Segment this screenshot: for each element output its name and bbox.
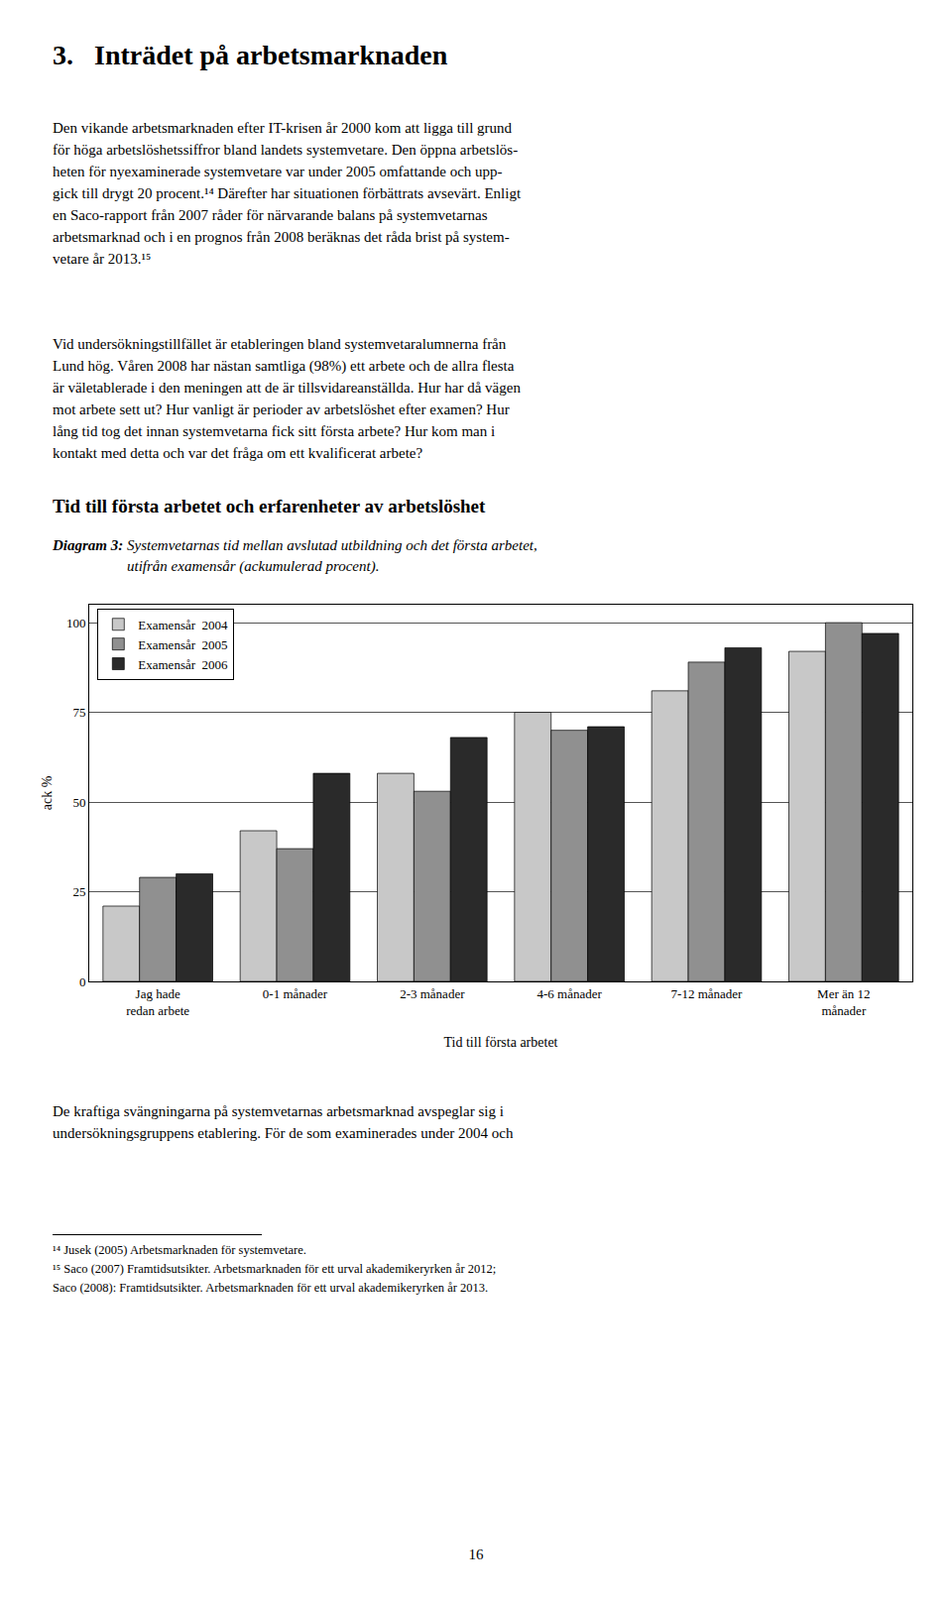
svg-text:50: 50	[72, 795, 86, 811]
html-text:Den vikande arbetsmarknaden ef: Den vikande arbetsmarknaden efter IT-kri…	[52, 119, 512, 136]
html-text:¹⁴ Jusek (2005) Arbetsmarknade: ¹⁴ Jusek (2005) Arbetsmarknaden för syst…	[52, 1243, 307, 1258]
html-text:vetare år 2013.¹⁵: vetare år 2013.¹⁵	[52, 250, 152, 267]
html-text:för höga arbetslöshetssiffror: för höga arbetslöshetssiffror bland land…	[52, 141, 518, 158]
svg-text:Tid till första arbetet: Tid till första arbetet	[444, 1035, 559, 1051]
svg-text:2-3 månader: 2-3 månader	[399, 986, 466, 1002]
html-text:gick till drygt 20 procent.¹⁴: gick till drygt 20 procent.¹⁴ Därefter h…	[52, 185, 521, 202]
svg-text:100: 100	[66, 615, 87, 631]
svg-text:Mer än 12månader: Mer än 12månader	[817, 986, 870, 1019]
html-text:3. Inträdet på arbetsmarknaden: 3. Inträdet på arbetsmarknaden	[52, 39, 448, 71]
html-text:lång tid tog det innan systemv: lång tid tog det innan systemvetarna fic…	[52, 423, 495, 440]
html-text:utifrån examensår (ackumulerad: utifrån examensår (ackumulerad procent).	[126, 558, 380, 575]
html-text:undersökningsgruppens etableri: undersökningsgruppens etablering. För de…	[52, 1125, 514, 1142]
html-text:en Saco-rapport från 2007 råde: en Saco-rapport från 2007 råder för närv…	[52, 207, 488, 224]
html-text:kontakt med detta och var det: kontakt med detta och var det fråga om e…	[52, 445, 423, 462]
svg-text:0-1 månader: 0-1 månader	[262, 986, 329, 1002]
svg-text:0: 0	[79, 974, 87, 990]
svg-text:7-12 månader: 7-12 månader	[671, 986, 744, 1002]
html-text:Diagram 3: Systemvetarnas tid: Diagram 3: Systemvetarnas tid mellan avs…	[52, 537, 538, 554]
html-text:Lund hög. Våren 2008 har nästa: Lund hög. Våren 2008 har nästan samtliga…	[52, 357, 515, 374]
html-text:De kraftiga svängningarna på s: De kraftiga svängningarna på systemvetar…	[52, 1103, 504, 1120]
svg-text:75: 75	[72, 705, 86, 720]
svg-text:25: 25	[72, 884, 86, 900]
html-text:arbetsmarknad och i en prognos: arbetsmarknad och i en prognos från 2008…	[52, 229, 510, 245]
html-text:är väletablerade i den meninge: är väletablerade i den meningen att de ä…	[52, 379, 521, 396]
html-text:16: 16	[468, 1547, 484, 1563]
html-text:mot arbete sett ut? Hur vanlig: mot arbete sett ut? Hur vanligt är perio…	[52, 401, 510, 418]
svg-text:4-6 månader: 4-6 månader	[536, 986, 602, 1002]
svg-text:Examensår 2005: Examensår 2005	[137, 637, 228, 653]
svg-text:Jag haderedan arbete: Jag haderedan arbete	[125, 986, 190, 1019]
html-text:¹⁵ Saco (2007) Framtidsutsikte: ¹⁵ Saco (2007) Framtidsutsikter. Arbetsm…	[52, 1262, 497, 1277]
svg-text:Examensår 2004: Examensår 2004	[137, 617, 229, 633]
html-text:Tid till första arbetet och er: Tid till första arbetet och erfarenheter…	[52, 495, 486, 517]
svg-text:ack %: ack %	[39, 775, 55, 811]
html-text:heten för nyexaminerade system: heten för nyexaminerade systemvetare var…	[52, 163, 503, 180]
html-text:Vid undersökningstillfället är: Vid undersökningstillfället är etablerin…	[52, 336, 507, 353]
svg-text:Examensår 2006: Examensår 2006	[137, 657, 229, 673]
html-text:Saco (2008): Framtidsutsikter.: Saco (2008): Framtidsutsikter. Arbetsmar…	[52, 1281, 488, 1296]
